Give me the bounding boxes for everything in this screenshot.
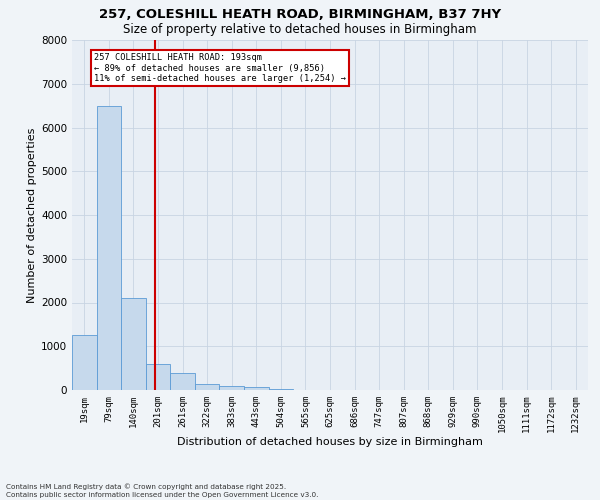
Bar: [170, 374, 195, 390]
Bar: [72, 336, 97, 390]
Bar: [244, 388, 269, 390]
Bar: [220, 386, 244, 390]
X-axis label: Distribution of detached houses by size in Birmingham: Distribution of detached houses by size …: [177, 436, 483, 446]
Text: 257 COLESHILL HEATH ROAD: 193sqm
← 89% of detached houses are smaller (9,856)
11: 257 COLESHILL HEATH ROAD: 193sqm ← 89% o…: [94, 53, 346, 83]
Bar: [121, 298, 146, 390]
Bar: [269, 389, 293, 390]
Text: Contains HM Land Registry data © Crown copyright and database right 2025.
Contai: Contains HM Land Registry data © Crown c…: [6, 484, 319, 498]
Bar: [97, 106, 121, 390]
Bar: [146, 364, 170, 390]
Text: 257, COLESHILL HEATH ROAD, BIRMINGHAM, B37 7HY: 257, COLESHILL HEATH ROAD, BIRMINGHAM, B…: [99, 8, 501, 20]
Bar: [195, 384, 220, 390]
Text: Size of property relative to detached houses in Birmingham: Size of property relative to detached ho…: [123, 22, 477, 36]
Y-axis label: Number of detached properties: Number of detached properties: [27, 128, 37, 302]
